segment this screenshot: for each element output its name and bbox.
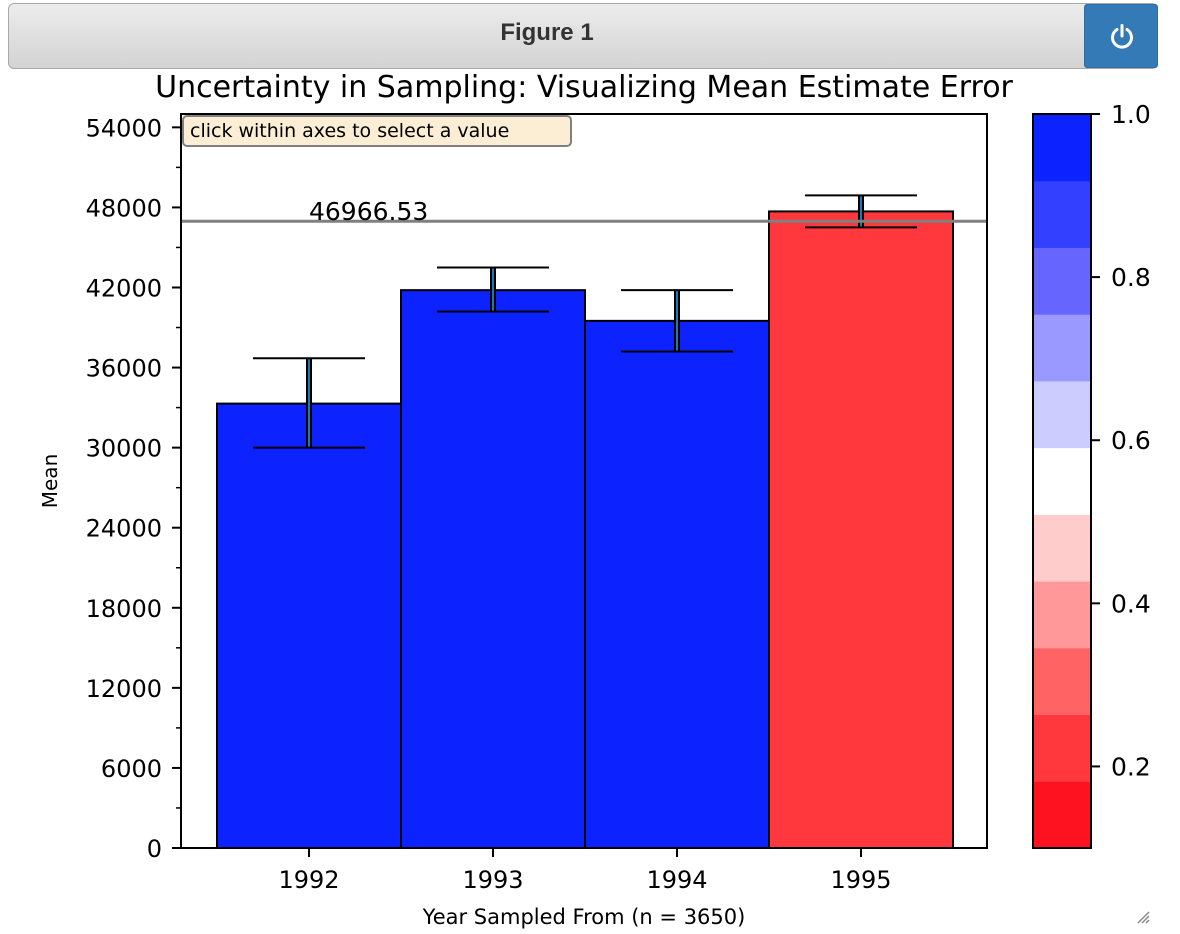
bar-1995 <box>768 210 954 849</box>
y-tick-label: 48000 <box>86 194 162 222</box>
colorbar-tick-label: 0.2 <box>1111 752 1151 781</box>
colorbar-segment <box>1033 781 1091 849</box>
colorbar-tick-label: 0.6 <box>1111 426 1151 455</box>
colorbar-segment <box>1033 647 1091 716</box>
y-tick-label: 36000 <box>86 355 162 383</box>
y-tick-label: 6000 <box>101 755 162 783</box>
plot-area[interactable]: 46966.53 click within axes to select a va… <box>86 113 988 894</box>
resize-grip-icon[interactable] <box>1134 908 1152 926</box>
y-tick-label: 30000 <box>86 435 162 463</box>
annotation-text: click within axes to select a value <box>190 120 509 142</box>
y-axis-label: Mean <box>38 454 62 509</box>
colorbar-tick-label: 0.8 <box>1111 263 1151 292</box>
x-axis-label: Year Sampled From (n = 3650) <box>422 905 746 929</box>
colorbar-segment <box>1033 314 1091 382</box>
y-tick-label: 12000 <box>86 675 162 703</box>
colorbar: 0.2 0.4 0.6 0.8 1.0 <box>1032 100 1151 849</box>
colorbar-tick-label: 1.0 <box>1111 100 1151 129</box>
power-icon <box>1111 24 1133 49</box>
colorbar-frame <box>1032 113 1092 849</box>
bar-1994 <box>584 319 770 849</box>
y-tick-label: 24000 <box>86 515 162 543</box>
colorbar-segment <box>1033 180 1091 248</box>
x-tick-label: 1995 <box>830 866 891 894</box>
colorbar-segment <box>1033 714 1091 782</box>
axes-frame <box>180 113 988 849</box>
colorbar-segment <box>1033 581 1091 649</box>
colorbar-segment <box>1033 114 1091 182</box>
y-tick-label: 18000 <box>86 595 162 623</box>
x-tick-label: 1993 <box>462 866 523 894</box>
window-titlebar: Figure 1 <box>8 3 1158 69</box>
window-title: Figure 1 <box>500 19 594 46</box>
y-tick-label: 54000 <box>86 114 162 142</box>
colorbar-tick-label: 0.4 <box>1111 589 1151 618</box>
x-tick-label: 1994 <box>646 866 707 894</box>
colorbar-segment <box>1033 247 1091 315</box>
bar-1993 <box>400 289 586 850</box>
x-tick-label: 1992 <box>278 866 339 894</box>
annotation-box <box>182 115 572 147</box>
reference-value-label: 46966.53 <box>309 197 428 226</box>
chart-title: Uncertainty in Sampling: Visualizing Mea… <box>155 70 1013 105</box>
colorbar-segment <box>1033 380 1091 449</box>
y-tick-label: 0 <box>147 835 162 863</box>
colorbar-segment <box>1033 514 1091 582</box>
bar-1992 <box>216 402 402 849</box>
power-button[interactable] <box>1084 4 1158 68</box>
y-tick-label: 42000 <box>86 274 162 302</box>
colorbar-segment <box>1033 447 1091 515</box>
